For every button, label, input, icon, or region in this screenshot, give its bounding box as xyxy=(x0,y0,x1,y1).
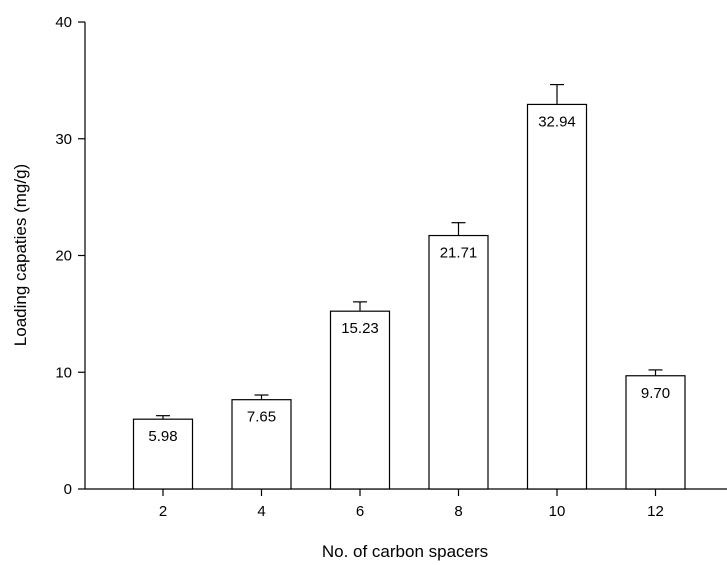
x-tick-label: 12 xyxy=(647,503,664,520)
x-tick-label: 2 xyxy=(159,503,167,520)
bar xyxy=(329,310,391,490)
bar xyxy=(428,234,489,490)
bar-value-label: 9.70 xyxy=(641,385,670,402)
x-tick-label: 10 xyxy=(549,503,566,520)
y-axis-title: Loading capaties (mg/g) xyxy=(11,164,30,346)
bar xyxy=(625,375,686,490)
bar-value-label: 15.23 xyxy=(341,320,379,337)
bar xyxy=(132,418,194,490)
x-tick-label: 6 xyxy=(356,503,364,520)
y-tick-label: 20 xyxy=(55,248,72,265)
x-axis-title: No. of carbon spacers xyxy=(322,542,488,561)
y-tick-label: 10 xyxy=(55,364,72,381)
bar-value-label: 7.65 xyxy=(247,409,276,426)
plot-area: 0 10 20 30 40 2 5.98 4 7.65 6 15.23 8 21.71 10 32.94 12… xyxy=(55,14,727,520)
bar-value-label: 21.71 xyxy=(440,245,478,262)
bar-value-label: 5.98 xyxy=(148,428,177,445)
bar xyxy=(526,103,588,490)
y-tick-label: 0 xyxy=(64,481,72,498)
x-tick-label: 4 xyxy=(257,503,265,520)
bar xyxy=(231,399,292,490)
bar-value-label: 32.94 xyxy=(538,113,576,130)
y-tick-label: 40 xyxy=(55,14,72,31)
x-tick-label: 8 xyxy=(454,503,462,520)
y-tick-label: 30 xyxy=(55,131,72,148)
